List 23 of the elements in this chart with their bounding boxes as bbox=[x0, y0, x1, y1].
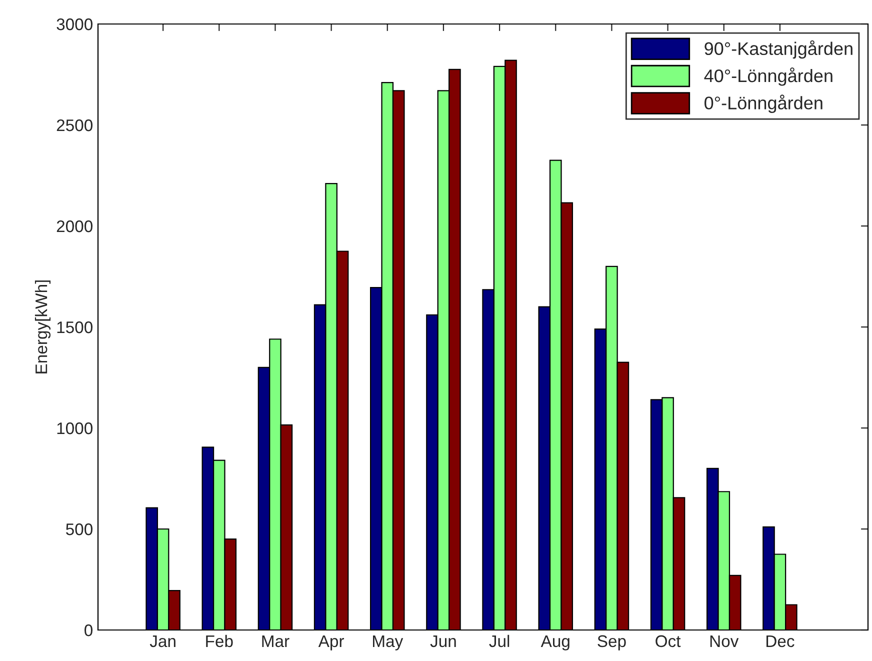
legend-label: 90°-Kastanjgården bbox=[704, 40, 852, 59]
x-tick-label: Apr bbox=[318, 635, 344, 650]
x-tick-label: Jun bbox=[430, 635, 456, 648]
y-tick-label: 3000 bbox=[56, 18, 92, 30]
x-tick-label: Dec bbox=[766, 635, 794, 648]
y-tick-label: 500 bbox=[66, 523, 92, 536]
x-tick-label: Jan bbox=[150, 635, 176, 648]
x-tick-label: May bbox=[373, 635, 404, 650]
y-tick-label: 2000 bbox=[56, 220, 92, 232]
x-tick-label: Aug bbox=[540, 635, 570, 650]
legend-label: 40°-Lönngården bbox=[704, 67, 832, 86]
y-tick-label: 1000 bbox=[57, 422, 92, 434]
y-axis-title: Energy[kWh] bbox=[34, 280, 51, 374]
x-tick-label: Feb bbox=[206, 634, 233, 648]
x-tick-label: Nov bbox=[710, 635, 739, 648]
legend-label: 0°-Lönngården bbox=[704, 94, 822, 113]
x-tick-label: Oct bbox=[656, 635, 681, 648]
y-tick-label: 2500 bbox=[56, 119, 92, 132]
x-tick-label: Mar bbox=[262, 635, 290, 648]
x-tick-label: Sep bbox=[598, 635, 626, 650]
y-tick-label: 0 bbox=[84, 624, 92, 636]
y-tick-label: 1500 bbox=[57, 321, 92, 334]
x-tick-label: Jul bbox=[489, 634, 510, 648]
